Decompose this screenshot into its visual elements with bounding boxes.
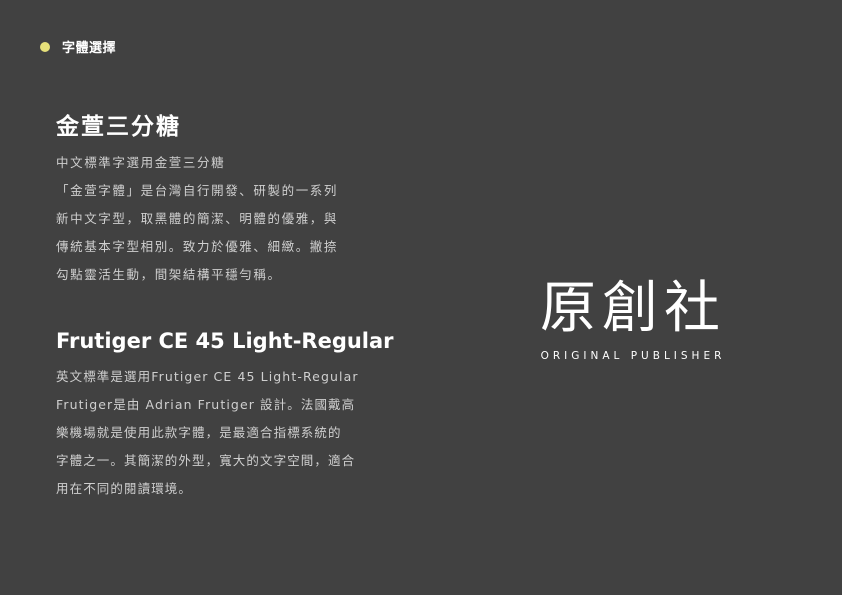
description-line: Frutiger是由 Adrian Frutiger 設計。法國戴高 [56, 397, 356, 412]
section-title: 字體選擇 [62, 41, 117, 56]
description-line: 樂機場就是使用此款字體，是最適合指標系統的 [56, 425, 342, 440]
description-line: 新中文字型，取黑體的簡潔、明體的優雅，與 [56, 211, 339, 226]
description-line: 勾點靈活生動，間架結構平穩勻稱。 [56, 267, 282, 282]
brand-logo: 原創社 ORIGINAL PUBLISHER [528, 274, 738, 362]
latin-font-block: Frutiger CE 45 Light-Regular 英文標準是選用Frut… [56, 327, 416, 503]
section-header: 字體選擇 [40, 37, 116, 56]
description-line: 傳統基本字型相別。致力於優雅、細緻。撇捺 [56, 239, 339, 254]
description-line: 中文標準字選用金萱三分糖 [56, 155, 226, 170]
latin-font-title: Frutiger CE 45 Light-Regular [56, 329, 394, 353]
description-line: 用在不同的閱讀環境。 [56, 481, 193, 496]
description-line: 「金萱字體」是台灣自行開發、研製的一系列 [56, 183, 339, 198]
description-line: 英文標準是選用Frutiger CE 45 Light-Regular [56, 369, 359, 384]
chinese-font-description: 中文標準字選用金萱三分糖 「金萱字體」是台灣自行開發、研製的一系列 新中文字型，… [56, 149, 416, 289]
description-line: 字體之一。其簡潔的外型，寬大的文字空間，適合 [56, 453, 356, 468]
chinese-font-title: 金萱三分糖 [56, 114, 181, 140]
brand-subtitle: ORIGINAL PUBLISHER [540, 350, 726, 362]
chinese-font-block: 金萱三分糖 中文標準字選用金萱三分糖 「金萱字體」是台灣自行開發、研製的一系列 … [56, 113, 416, 289]
brand-name: 原創社 [540, 276, 726, 341]
latin-font-description: 英文標準是選用Frutiger CE 45 Light-Regular Frut… [56, 363, 416, 503]
bullet-dot-icon [40, 41, 50, 52]
